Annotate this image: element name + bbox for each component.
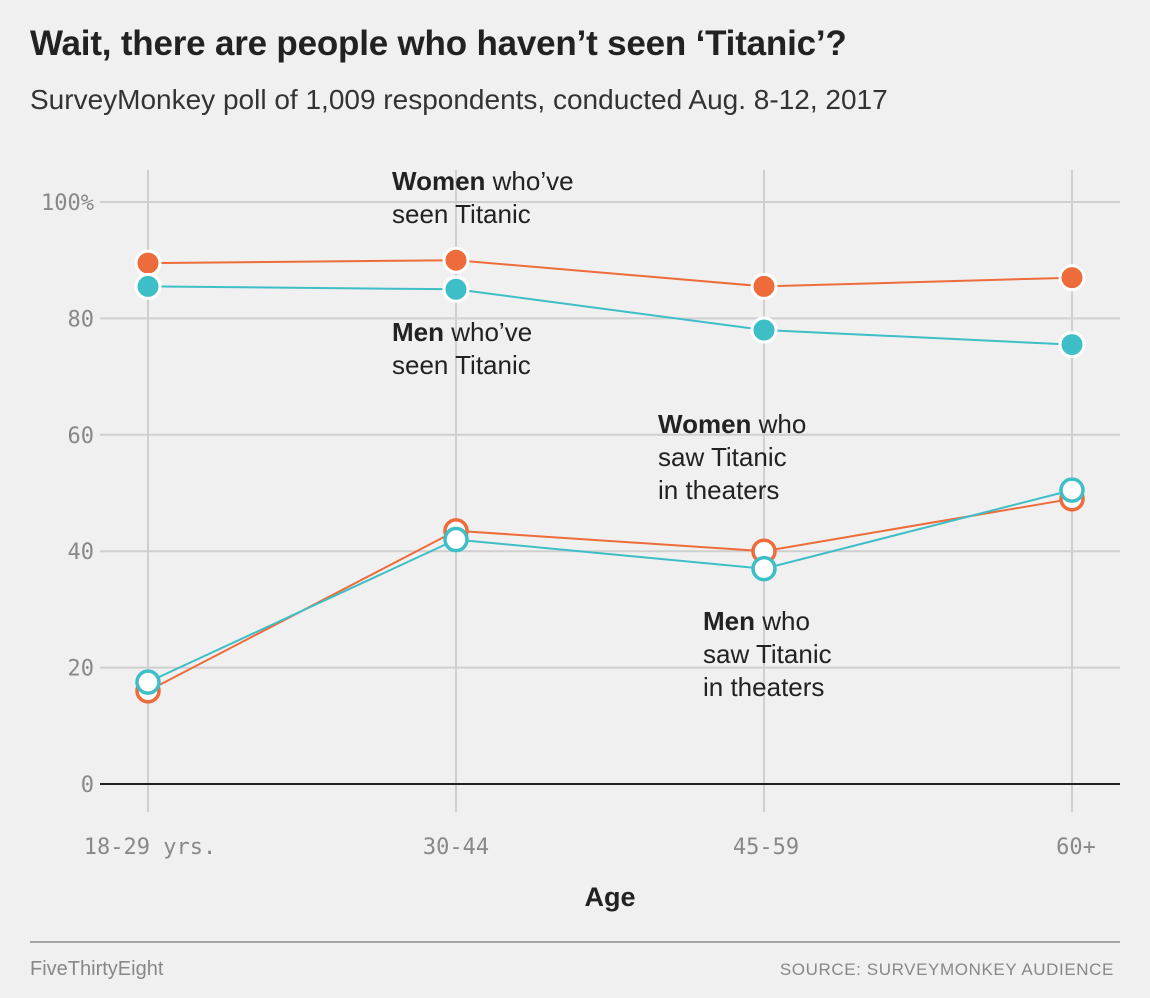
y-tick-label: 40: [68, 540, 95, 565]
x-tick-label: 18-29 yrs.: [84, 835, 216, 860]
point-men-theaters: [751, 555, 777, 582]
y-tick-label: 100%: [41, 191, 94, 216]
brand-logo-text: FiveThirtyEight: [30, 958, 164, 980]
point-men-theaters: [1059, 477, 1085, 503]
annotation-women-theaters: Women who saw Titanic in theaters: [658, 409, 806, 505]
footer-divider: [30, 941, 1120, 943]
point-men-theaters: [443, 526, 469, 553]
chart-subtitle: SurveyMonkey poll of 1,009 respondents, …: [30, 84, 888, 115]
x-tick-label: 45-59: [733, 835, 799, 860]
point-men-seen: [1058, 331, 1086, 359]
point-men-seen: [134, 272, 162, 300]
chart-title: Wait, there are people who haven’t seen …: [30, 24, 847, 63]
point-men-seen: [442, 275, 470, 303]
series-line-women-theaters: [147, 497, 1073, 692]
point-women-seen: [1058, 264, 1086, 292]
point-women-seen: [750, 272, 778, 300]
point-men-theaters: [135, 669, 161, 695]
point-men-seen: [750, 316, 778, 344]
series-line-men-theaters: [147, 489, 1073, 684]
series-line-men-seen: [147, 285, 1073, 346]
y-tick-label: 80: [68, 307, 95, 332]
annotation-men-seen: Men who’ve seen Titanic: [392, 317, 532, 380]
x-tick-label: 60+: [1056, 835, 1096, 860]
annotation-women-seen: Women who’ve seen Titanic: [392, 166, 574, 229]
x-axis-label: Age: [584, 882, 635, 912]
y-tick-label: 60: [68, 424, 95, 449]
y-tick-label: 20: [68, 657, 95, 682]
point-women-seen: [442, 246, 470, 274]
point-women-seen: [134, 249, 162, 277]
y-tick-label: 0: [81, 773, 94, 798]
x-tick-label: 30-44: [423, 835, 489, 860]
line-chart: 0 20 40 60 80 100% 18-29 yrs. 30-44 45-59 60+ Age W…: [41, 166, 1120, 912]
series-line-women-seen: [147, 259, 1073, 288]
source-note: SOURCE: SURVEYMONKEY AUDIENCE: [779, 960, 1114, 979]
annotation-men-theaters: Men who saw Titanic in theaters: [703, 606, 832, 702]
